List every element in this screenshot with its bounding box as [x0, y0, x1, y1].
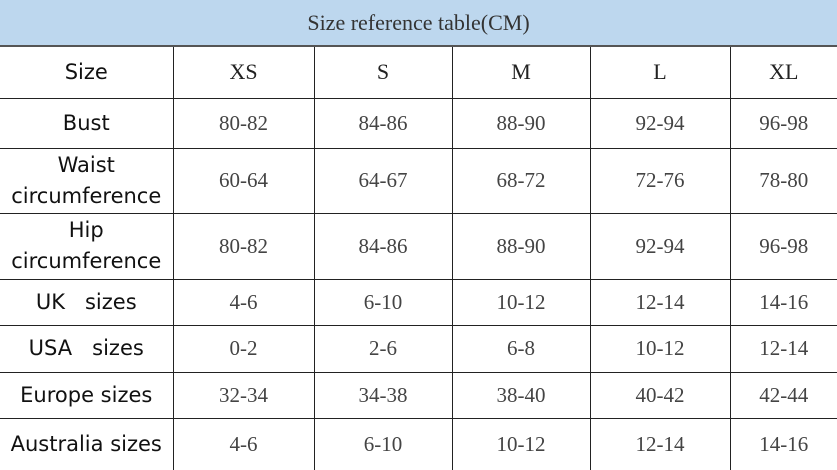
- row-label: Europe sizes: [0, 371, 174, 419]
- row-label-line: Hip: [68, 218, 104, 242]
- table-cell: 60-64: [172, 147, 315, 214]
- table-cell: 34-38: [313, 371, 453, 419]
- table-cell: 12-14: [589, 278, 731, 326]
- table-cell: 80-82: [172, 212, 315, 280]
- table-row: Hip circumference 80-82 84-86 88-90 92-94 96-9…: [0, 212, 837, 280]
- row-label: Waist circumference: [0, 147, 174, 214]
- table-cell: 40-42: [589, 371, 731, 419]
- column-header: S: [313, 47, 453, 99]
- column-header: XL: [729, 47, 837, 99]
- table-row: UK sizes 4-6 6-10 10-12 12-14 14-16: [0, 278, 837, 326]
- table-cell: 84-86: [313, 97, 453, 149]
- table-cell: 92-94: [589, 97, 731, 149]
- table-cell: 4-6: [172, 417, 315, 470]
- row-label-line: Australia sizes: [10, 431, 162, 456]
- table-cell: 10-12: [589, 324, 731, 373]
- table-cell: 72-76: [589, 147, 731, 214]
- row-label: USA sizes: [0, 324, 174, 373]
- table-cell: 6-8: [451, 324, 591, 373]
- table-row: Europe sizes 32-34 34-38 38-40 40-42 42-44: [0, 371, 837, 419]
- size-table: Size XS S M L XL Bust 80-82 84-86 88-90 92-94 96-98…: [0, 47, 837, 470]
- table-cell: 64-67: [313, 147, 453, 214]
- table-cell: 96-98: [729, 212, 837, 280]
- table-cell: 78-80: [729, 147, 837, 214]
- table-title: Size reference table(CM): [0, 0, 837, 47]
- row-label-line: circumference: [11, 249, 162, 273]
- table-cell: 80-82: [172, 97, 315, 149]
- table-row: Waist circumference 60-64 64-67 68-72 72-76 78…: [0, 147, 837, 214]
- row-label-line: circumference: [11, 183, 162, 208]
- table-cell: 38-40: [451, 371, 591, 419]
- row-label: UK sizes: [0, 278, 174, 326]
- table-cell: 10-12: [451, 417, 591, 470]
- column-header: XS: [172, 47, 315, 99]
- row-label-line: Bust: [62, 110, 110, 135]
- table-cell: 88-90: [451, 97, 591, 149]
- table-cell: 92-94: [589, 212, 731, 280]
- table-cell: 42-44: [729, 371, 837, 419]
- column-header: M: [451, 47, 591, 99]
- row-label-line: USA sizes: [28, 336, 144, 360]
- table-row: USA sizes 0-2 2-6 6-8 10-12 12-14: [0, 324, 837, 373]
- row-label-line: Waist: [57, 152, 115, 177]
- table-cell: 0-2: [172, 324, 315, 373]
- table-cell: 88-90: [451, 212, 591, 280]
- table-cell: 68-72: [451, 147, 591, 214]
- row-label: Bust: [0, 97, 174, 149]
- table-cell: 10-12: [451, 278, 591, 326]
- table-cell: 6-10: [313, 417, 453, 470]
- table-cell: 84-86: [313, 212, 453, 280]
- row-label-line: Europe sizes: [20, 382, 153, 407]
- row-label: Australia sizes: [0, 417, 174, 470]
- column-header: L: [589, 47, 731, 99]
- table-cell: 12-14: [729, 324, 837, 373]
- header-row: Size XS S M L XL: [0, 47, 837, 99]
- row-label-line: UK sizes: [35, 289, 137, 314]
- table-cell: 4-6: [172, 278, 315, 326]
- row-label: Hip circumference: [0, 212, 174, 280]
- table-row: Australia sizes 4-6 6-10 10-12 12-14 14-16: [0, 417, 837, 470]
- table-row: Bust 80-82 84-86 88-90 92-94 96-98: [0, 97, 837, 149]
- table-cell: 12-14: [589, 417, 731, 470]
- table-cell: 96-98: [729, 97, 837, 149]
- table-cell: 14-16: [729, 278, 837, 326]
- table-cell: 14-16: [729, 417, 837, 470]
- table-cell: 32-34: [172, 371, 315, 419]
- table-cell: 6-10: [313, 278, 453, 326]
- table-cell: 2-6: [313, 324, 453, 373]
- column-header: Size: [0, 47, 174, 99]
